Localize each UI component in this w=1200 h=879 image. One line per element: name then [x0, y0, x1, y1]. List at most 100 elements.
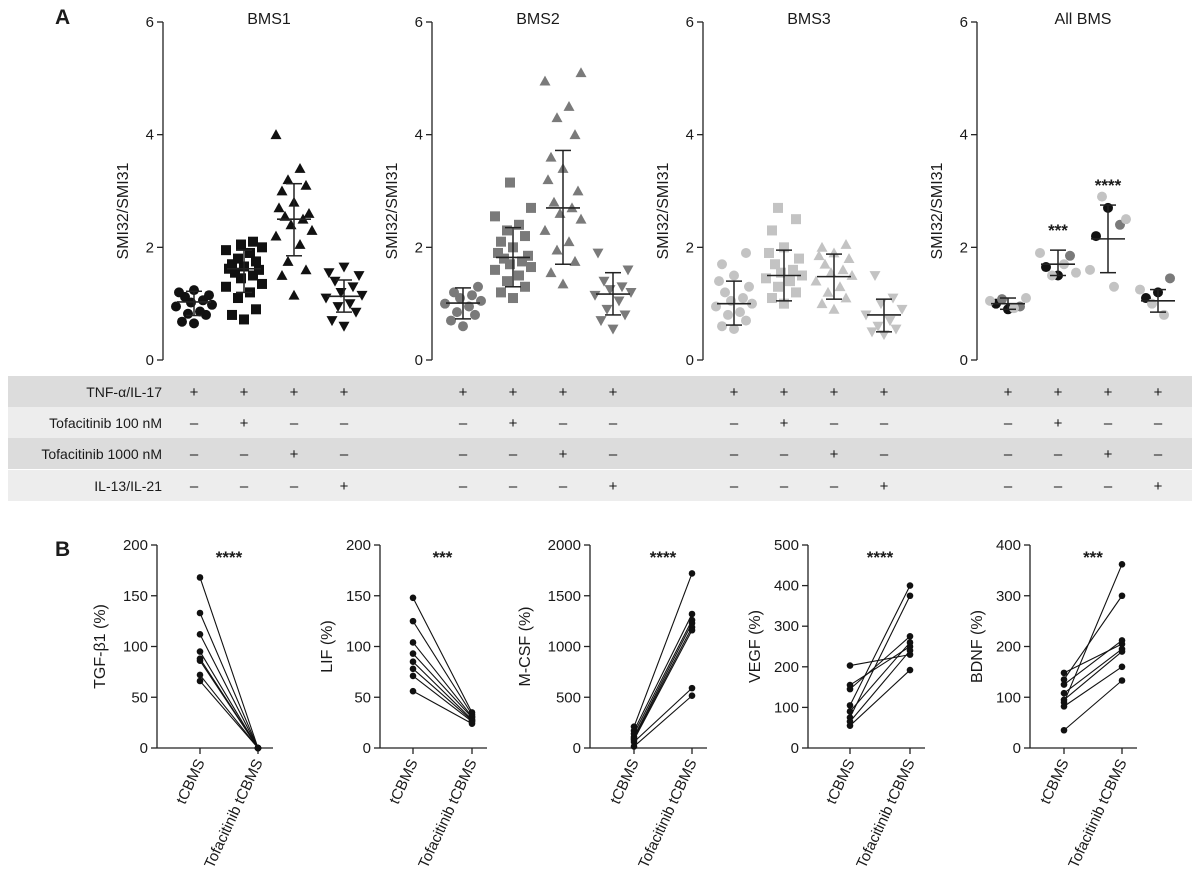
- data-point: [773, 202, 783, 213]
- y-tick-label: 6: [686, 14, 694, 31]
- chart-title: BMS2: [516, 11, 560, 28]
- condition-mark: +: [1154, 478, 1163, 495]
- data-point: [464, 301, 474, 312]
- data-point: [747, 298, 757, 309]
- data-point: [338, 321, 350, 332]
- data-point: [1071, 267, 1081, 278]
- data-point: [688, 626, 696, 634]
- condition-mark: +: [290, 384, 299, 401]
- data-point: [1118, 677, 1126, 684]
- data-point: [221, 245, 231, 256]
- condition-mark: +: [830, 446, 839, 463]
- data-point: [791, 287, 801, 298]
- y-tick-label: 200: [346, 537, 371, 554]
- data-point: [872, 321, 884, 332]
- significance-stars: ***: [433, 548, 453, 567]
- data-point: [810, 275, 822, 286]
- pair-line: [199, 577, 259, 749]
- data-point: [505, 177, 515, 188]
- y-tick-label: 0: [415, 352, 423, 369]
- y-tick-label: 400: [774, 578, 799, 595]
- significance-stars: ****: [650, 548, 677, 567]
- data-point: [282, 174, 294, 185]
- data-point: [227, 309, 237, 320]
- data-point: [236, 273, 246, 284]
- paired-sample: [846, 592, 914, 721]
- paired-sample: [196, 677, 262, 752]
- y-tick-label: 1500: [548, 588, 581, 605]
- group-1: [985, 293, 1031, 315]
- y-tick-label: 2: [686, 239, 694, 256]
- paired-sample: [1060, 592, 1126, 683]
- x-category-label: Tofacitinib tCBMS: [415, 757, 480, 871]
- data-point: [251, 256, 261, 267]
- data-point: [1118, 663, 1126, 671]
- data-point: [254, 744, 262, 752]
- data-point: [496, 287, 506, 298]
- data-point: [622, 265, 634, 276]
- condition-label: IL-13/IL-21: [94, 478, 162, 494]
- data-point: [776, 267, 786, 278]
- data-point: [189, 318, 199, 329]
- data-point: [189, 285, 199, 296]
- data-point: [499, 253, 509, 264]
- condition-mark: +: [290, 446, 299, 463]
- pair-line: [1063, 639, 1123, 686]
- data-point: [720, 287, 730, 298]
- condition-mark: –: [830, 415, 839, 432]
- condition-mark: +: [780, 384, 789, 401]
- condition-mark: +: [1154, 384, 1163, 401]
- data-point: [906, 647, 914, 654]
- y-tick-label: 500: [556, 689, 581, 706]
- condition-mark: –: [1004, 415, 1013, 432]
- data-point: [890, 324, 902, 335]
- condition-mark: +: [240, 384, 249, 401]
- condition-mark: –: [459, 478, 468, 495]
- data-point: [520, 281, 530, 292]
- data-point: [526, 202, 536, 213]
- pair-line: [633, 573, 693, 727]
- condition-mark: –: [880, 446, 889, 463]
- data-point: [294, 239, 306, 249]
- data-point: [514, 270, 524, 281]
- group-2: ***: [1035, 221, 1081, 281]
- data-point: [523, 250, 533, 261]
- paired-sample: [846, 666, 914, 729]
- data-point: [545, 151, 557, 162]
- condition-mark: +: [1104, 446, 1113, 463]
- data-point: [630, 743, 638, 750]
- y-tick-label: 4: [960, 127, 968, 144]
- data-point: [329, 276, 341, 287]
- paired-sample: [846, 647, 914, 725]
- condition-mark: –: [780, 446, 789, 463]
- data-point: [791, 214, 801, 225]
- condition-mark: +: [1104, 384, 1113, 401]
- data-point: [542, 174, 554, 185]
- y-axis-label: SMI32/SMI31: [929, 162, 946, 259]
- paired-sample: [1060, 677, 1126, 734]
- data-point: [688, 570, 696, 577]
- condition-mark: +: [340, 478, 349, 495]
- pair-line: [849, 650, 911, 722]
- data-point: [884, 316, 896, 327]
- condition-mark: –: [1104, 415, 1113, 432]
- x-category-label: tCBMS: [386, 757, 421, 807]
- data-point: [997, 294, 1007, 305]
- data-point: [598, 276, 610, 287]
- data-point: [276, 270, 288, 280]
- data-point: [557, 278, 569, 289]
- y-tick-label: 100: [996, 689, 1021, 706]
- condition-mark: +: [730, 384, 739, 401]
- condition-row: TNF-α/IL-17 + + + + + + + + + + + + + + + +: [8, 376, 1192, 407]
- condition-mark: +: [559, 384, 568, 401]
- data-point: [744, 281, 754, 292]
- condition-mark: +: [609, 384, 618, 401]
- data-point: [785, 276, 795, 287]
- data-point: [452, 307, 462, 318]
- pair-line: [412, 690, 473, 725]
- data-point: [761, 273, 771, 284]
- data-point: [896, 304, 908, 315]
- y-tick-label: 300: [996, 588, 1021, 605]
